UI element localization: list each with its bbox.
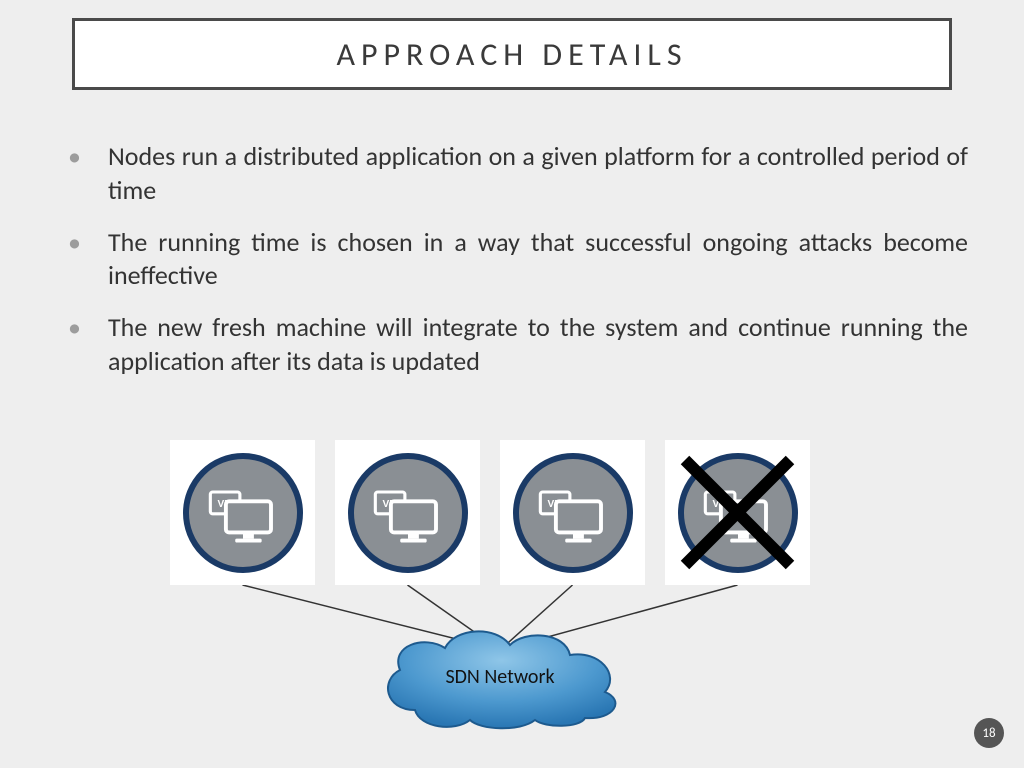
vm-circle-icon: VM bbox=[348, 453, 468, 573]
vm-circle-icon: VM bbox=[678, 453, 798, 573]
vm-node: VM bbox=[335, 440, 480, 585]
title-box: APPROACH DETAILS bbox=[72, 18, 952, 90]
bullet-item: The running time is chosen in a way that… bbox=[58, 226, 968, 294]
cloud-label: SDN Network bbox=[370, 620, 630, 730]
vm-icons-row: VM VM VM VM bbox=[170, 440, 810, 585]
page-title: APPROACH DETAILS bbox=[336, 35, 687, 74]
page-number: 18 bbox=[982, 726, 995, 741]
page-number-badge: 18 bbox=[974, 718, 1004, 748]
vm-circle-icon: VM bbox=[513, 453, 633, 573]
vm-circle-icon: VM bbox=[183, 453, 303, 573]
cloud-node: SDN Network bbox=[370, 620, 630, 730]
vm-node: VM bbox=[500, 440, 645, 585]
bullet-item: The new fresh machine will integrate to … bbox=[58, 311, 968, 379]
bullet-list: Nodes run a distributed application on a… bbox=[58, 140, 968, 397]
vm-node: VM bbox=[170, 440, 315, 585]
bullet-item: Nodes run a distributed application on a… bbox=[58, 140, 968, 208]
vm-node: VM bbox=[665, 440, 810, 585]
